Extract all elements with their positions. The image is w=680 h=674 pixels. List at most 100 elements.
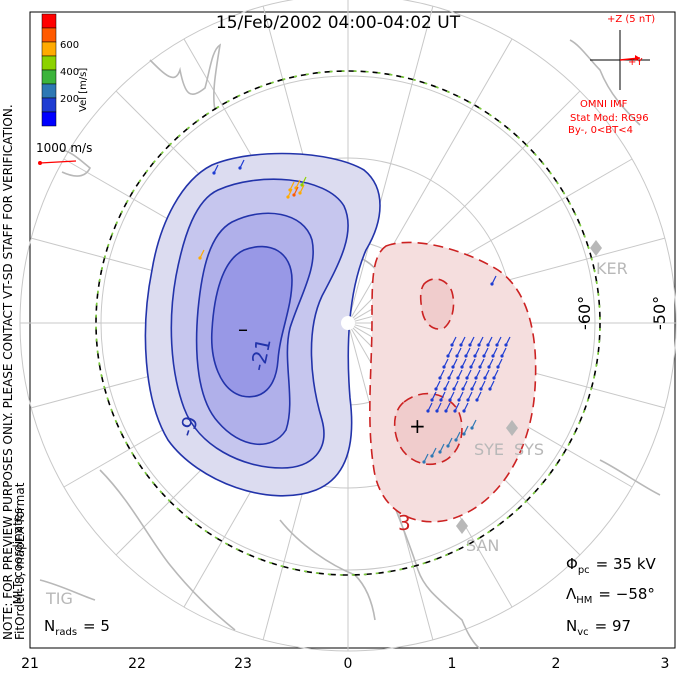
velocity-vector-origin [456,376,460,380]
velocity-vector-origin [286,195,290,199]
latitude-label-60: -60° [575,296,594,330]
velocity-vector-origin [457,398,461,402]
coast-west [99,469,236,631]
pole-marker [341,316,355,330]
velocity-vector-origin [448,398,452,402]
color-scale-block [41,41,57,57]
contour-minus-21 [210,245,293,398]
scale-label: Vel [m/s] [78,68,89,112]
color-scale-block [41,97,57,113]
imf-model-label: Stat Mod: RG96 [570,113,649,124]
mlt-tick-0: 0 [344,656,353,672]
velocity-vector-origin [495,343,499,347]
velocity-vector-origin [300,183,304,187]
station-label-ker: KER [596,259,628,278]
velocity-vector-origin [483,376,487,380]
mlt-tick-2: 2 [552,656,561,672]
latitude-label-50: -50° [650,296,669,330]
velocity-vector-origin [462,409,466,413]
velocity-vector-origin [438,450,442,454]
imf-condition-label: By-, 0<BT<4 [568,125,633,136]
velocity-vector-origin [453,409,457,413]
island-arc-north [149,43,222,111]
imf-y-label: +Y [628,57,643,68]
velocity-vector-origin [426,409,430,413]
contour-label-plus-3: 3 [398,511,411,535]
mlt-tick-3: 3 [661,656,670,672]
reference-vector: 1000 m/s [36,141,92,165]
fit-order-note: FitOrder: 8, mapEX format [13,482,27,640]
velocity-vector-origin [451,365,455,369]
velocity-vector-origin [292,193,296,197]
velocity-vector-origin [462,432,466,436]
station-markers [456,240,602,534]
velocity-vector-origin [435,409,439,413]
velocity-vector-origin [442,365,446,369]
velocity-vector-origin [430,398,434,402]
velocity-vector-origin [470,426,474,430]
color-scale-block [41,55,57,71]
velocity-vector-origin [488,387,492,391]
stat-radar-count: Nrads = 5 [44,617,110,638]
color-scale-block [41,111,57,127]
plot-frame [29,11,676,649]
velocity-vector-origin [450,343,454,347]
reference-vector-line [39,160,77,164]
velocity-vector-origin [455,354,459,358]
velocity-vector-origin [422,460,426,464]
velocity-vector-origin [468,343,472,347]
map-title: 15/Feb/2002 04:00-04:02 UT [216,13,461,33]
coast-southwest [39,579,96,601]
velocity-vector-origin [482,354,486,358]
reference-vector-label: 1000 m/s [36,141,92,155]
hm-boundary-outline [95,70,601,576]
imf-panel: +Z (5 nT) +Y OMNI IMF Stat Mod: RG96 By-… [568,14,655,136]
positive-convection-cell [369,241,537,523]
velocity-vector-origin [474,376,478,380]
potential-minimum-marker: – [238,317,248,341]
velocity-vector-origin [459,343,463,347]
velocity-vector-origin [439,398,443,402]
velocity-vector-origin [452,387,456,391]
velocity-vector-origin [466,398,470,402]
velocity-vectors [198,159,511,464]
contour-plus-9-north [419,278,455,330]
velocity-vector-origin [475,398,479,402]
velocity-color-scale: 600 400 200 Vel [m/s] [41,13,89,127]
velocity-vector-origin [504,343,508,347]
velocity-vector-origin [446,444,450,448]
scale-tick-400: 400 [60,67,79,78]
color-scale-block [41,27,57,43]
velocity-vector-origin [464,354,468,358]
velocity-vector-origin [486,343,490,347]
velocity-vector-origin [490,282,494,286]
station-label-sye: SYE [474,440,504,459]
imf-vector-head [635,55,640,61]
imf-scale-label: +Z (5 nT) [607,14,655,25]
velocity-vector-origin [492,376,496,380]
velocity-vector-origin [198,256,202,260]
velocity-vector-origin [473,354,477,358]
station-label-san: SAN [466,536,499,555]
velocity-vector-origin [470,387,474,391]
antarctic-peninsula [391,499,481,649]
color-scale-block [41,13,57,29]
velocity-vector-origin [298,191,302,195]
imf-source-label: OMNI IMF [580,99,628,110]
velocity-vector-origin [446,354,450,358]
stat-vector-count: Nvc = 97 [566,617,631,638]
mlt-axis: 21 22 23 0 1 2 3 [21,656,669,672]
velocity-vector-origin [438,376,442,380]
preview-note: NOTE: FOR PREVIEW PURPOSES ONLY. PLEASE … [1,104,15,640]
coast-east [599,459,661,496]
contour-plus-3 [369,241,537,523]
color-scale-bar [41,13,57,127]
coast-northeast [569,39,641,126]
velocity-vector-origin [477,343,481,347]
mlt-tick-22: 22 [128,656,146,672]
station-label-sys: SYS [514,440,544,459]
station-marker-ker [590,240,602,256]
velocity-vector-origin [238,166,242,170]
